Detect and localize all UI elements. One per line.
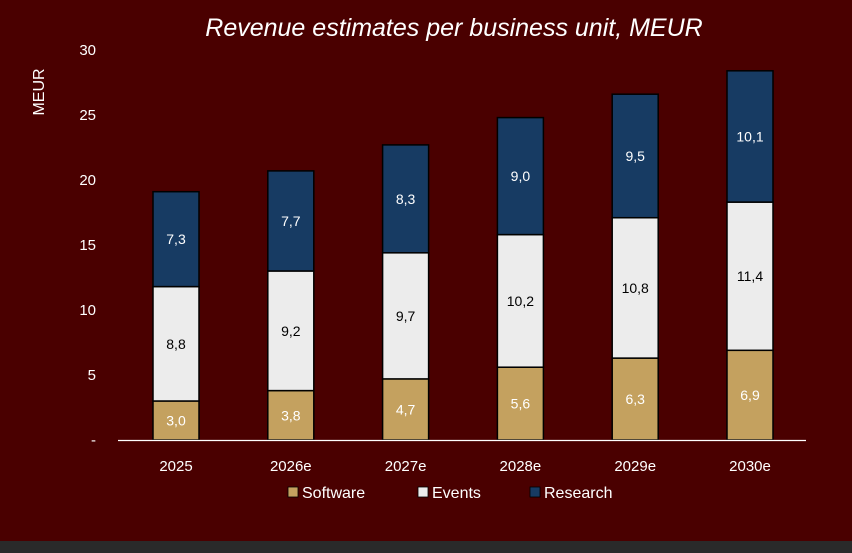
x-axis-labels: 2025 2026e 2027e 2028e 2029e 2030e <box>159 458 771 475</box>
y-tick-label: 5 <box>88 367 96 384</box>
bar-stack: 3,0 8,8 7,3 <box>152 190 200 441</box>
bar-stack: 5,6 10,2 9,0 <box>496 116 545 441</box>
legend-item-events: Events <box>417 485 481 502</box>
x-tick-label: 2025 <box>159 458 192 475</box>
data-label: 10,2 <box>507 293 534 309</box>
bar-segment-software <box>726 349 774 441</box>
data-label: 7,7 <box>281 213 301 229</box>
bar-stack: 6,3 10,8 9,5 <box>611 93 659 441</box>
data-label: 4,7 <box>396 401 416 417</box>
bottom-strip <box>0 541 852 553</box>
bar-segment-events <box>496 233 545 368</box>
data-label: 11,4 <box>737 268 763 284</box>
data-label: 10,8 <box>622 280 649 296</box>
data-label: 3,8 <box>281 407 301 423</box>
data-label: 9,5 <box>625 148 645 164</box>
x-tick-label: 2029e <box>614 458 656 475</box>
bar-stack: 3,8 9,2 7,7 <box>267 170 315 441</box>
data-label: 6,9 <box>740 387 760 403</box>
bar-segment-research <box>726 70 774 203</box>
data-label: 9,7 <box>396 308 416 324</box>
y-axis-ticks: - 5 10 15 20 25 30 <box>79 42 96 449</box>
data-label: 3,0 <box>166 413 186 429</box>
bar-stack: 6,9 11,4 10,1 <box>726 70 774 441</box>
legend-label: Software <box>302 485 365 502</box>
stacked-bar-chart: Revenue estimates per business unit, MEU… <box>31 14 806 502</box>
bar-segment-events <box>381 252 430 380</box>
legend-label: Events <box>432 485 481 502</box>
x-tick-label: 2026e <box>270 458 312 475</box>
y-tick-label: - <box>91 432 96 449</box>
bar-segment-research <box>496 116 545 236</box>
y-axis-title: MEUR <box>31 68 48 115</box>
x-tick-label: 2028e <box>500 458 542 475</box>
y-tick-label: 30 <box>79 42 96 59</box>
legend-swatch <box>287 486 299 498</box>
legend-swatch <box>529 486 541 498</box>
y-tick-label: 20 <box>79 172 96 189</box>
data-label: 8,3 <box>396 191 416 207</box>
y-tick-label: 15 <box>79 237 96 254</box>
legend-item-research: Research <box>529 485 612 502</box>
data-label: 9,0 <box>511 168 531 184</box>
bar-segment-software <box>152 400 200 441</box>
bar-segment-software <box>267 389 315 441</box>
y-tick-label: 25 <box>79 107 96 124</box>
bar-segment-events <box>726 201 774 352</box>
bar-segment-research <box>152 190 200 288</box>
bar-segment-research <box>267 170 315 272</box>
legend: Software Events Research <box>287 485 612 502</box>
data-label: 8,8 <box>166 336 186 352</box>
bar-segment-events <box>152 285 200 402</box>
bar-stack: 4,7 9,7 8,3 <box>381 144 430 441</box>
x-tick-label: 2027e <box>385 458 427 475</box>
data-label: 6,3 <box>625 391 645 407</box>
legend-swatch <box>417 486 429 498</box>
data-label: 9,2 <box>281 323 301 339</box>
bars-group: 3,0 8,8 7,3 3,8 9,2 7,7 4,7 9,7 8,3 5,6 10,2 9,0 6,3… <box>152 70 774 441</box>
y-tick-label: 10 <box>79 302 96 319</box>
data-label: 7,3 <box>166 231 186 247</box>
bar-segment-research <box>611 93 659 219</box>
data-label: 5,6 <box>511 396 531 412</box>
data-label: 10,1 <box>736 128 763 144</box>
legend-item-software: Software <box>287 485 365 502</box>
bar-segment-software <box>496 366 545 441</box>
chart-title: Revenue estimates per business unit, MEU… <box>205 14 702 42</box>
bar-segment-events <box>267 270 315 392</box>
x-tick-label: 2030e <box>729 458 771 475</box>
legend-label: Research <box>544 485 612 502</box>
bar-segment-research <box>381 144 430 254</box>
